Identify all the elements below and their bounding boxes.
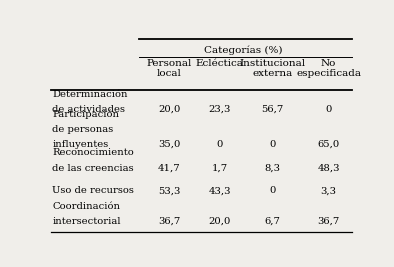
Text: 36,7: 36,7 <box>318 217 340 226</box>
Text: 1,7: 1,7 <box>212 164 228 173</box>
Text: 41,7: 41,7 <box>158 164 180 173</box>
Text: de personas: de personas <box>52 125 113 134</box>
Text: 8,3: 8,3 <box>264 164 280 173</box>
Text: intersectorial: intersectorial <box>52 217 121 226</box>
Text: Ecléctica: Ecléctica <box>195 59 243 68</box>
Text: de actividades: de actividades <box>52 105 125 114</box>
Text: No
especificada: No especificada <box>296 59 361 78</box>
Text: 65,0: 65,0 <box>318 140 340 149</box>
Text: de las creencias: de las creencias <box>52 164 134 173</box>
Text: 0: 0 <box>216 140 223 149</box>
Text: 0: 0 <box>269 140 275 149</box>
Text: 23,3: 23,3 <box>208 105 230 114</box>
Text: Personal
local: Personal local <box>147 59 192 78</box>
Text: 20,0: 20,0 <box>158 105 180 114</box>
Text: influyentes: influyentes <box>52 140 109 149</box>
Text: Reconocimiento: Reconocimiento <box>52 148 134 157</box>
Text: 36,7: 36,7 <box>158 217 180 226</box>
Text: Uso de recursos: Uso de recursos <box>52 186 134 195</box>
Text: Coordinación: Coordinación <box>52 202 120 211</box>
Text: 48,3: 48,3 <box>318 164 340 173</box>
Text: 0: 0 <box>269 186 275 195</box>
Text: Participación: Participación <box>52 109 119 119</box>
Text: 35,0: 35,0 <box>158 140 180 149</box>
Text: 43,3: 43,3 <box>208 186 231 195</box>
Text: 53,3: 53,3 <box>158 186 180 195</box>
Text: Determinación: Determinación <box>52 90 128 99</box>
Text: 0: 0 <box>325 105 332 114</box>
Text: Categorías (%): Categorías (%) <box>204 45 282 55</box>
Text: 3,3: 3,3 <box>321 186 336 195</box>
Text: 6,7: 6,7 <box>264 217 280 226</box>
Text: 56,7: 56,7 <box>261 105 283 114</box>
Text: 20,0: 20,0 <box>208 217 230 226</box>
Text: Institucional
externa: Institucional externa <box>239 59 305 78</box>
